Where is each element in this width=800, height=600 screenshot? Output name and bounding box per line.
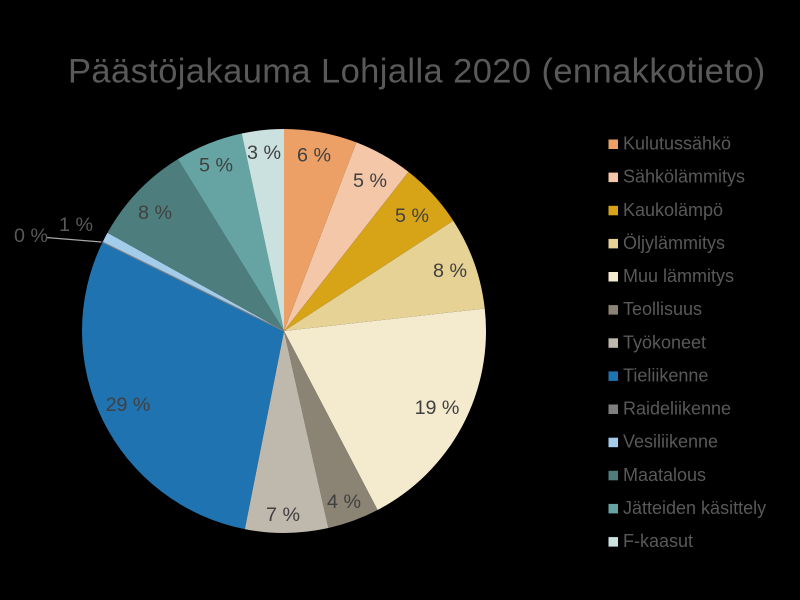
svg-text:1 %: 1 % [59,214,93,236]
svg-text:Raideliikenne: Raideliikenne [623,399,731,419]
svg-text:Sähkölämmitys: Sähkölämmitys [623,167,745,187]
svg-text:Työkoneet: Työkoneet [623,332,706,352]
svg-text:8 %: 8 % [433,260,467,282]
svg-text:Maatalous: Maatalous [623,465,706,485]
svg-text:5 %: 5 % [199,155,233,177]
svg-text:3 %: 3 % [247,142,281,164]
svg-text:19 %: 19 % [415,397,460,419]
svg-text:F-kaasut: F-kaasut [623,531,693,551]
svg-text:5 %: 5 % [353,170,387,192]
svg-text:Jätteiden käsittely: Jätteiden käsittely [623,498,766,518]
svg-text:0 %: 0 % [14,225,48,247]
svg-text:29 %: 29 % [106,394,151,416]
svg-text:Kulutussähkö: Kulutussähkö [623,134,731,154]
svg-text:6 %: 6 % [297,145,331,167]
svg-text:Teollisuus: Teollisuus [623,299,702,319]
svg-text:4 %: 4 % [327,491,361,513]
svg-text:Muu lämmitys: Muu lämmitys [623,266,734,286]
svg-text:Päästöjakauma Lohjalla 2020 (e: Päästöjakauma Lohjalla 2020 (ennakkotiet… [68,53,766,91]
svg-text:8 %: 8 % [138,202,172,224]
svg-text:Vesiliikenne: Vesiliikenne [623,432,718,452]
svg-text:Tieliikenne: Tieliikenne [623,365,708,385]
svg-text:5 %: 5 % [395,205,429,227]
svg-text:Kaukolämpö: Kaukolämpö [623,200,723,220]
svg-text:Öljylämmitys: Öljylämmitys [623,233,725,253]
svg-text:7 %: 7 % [266,504,300,526]
